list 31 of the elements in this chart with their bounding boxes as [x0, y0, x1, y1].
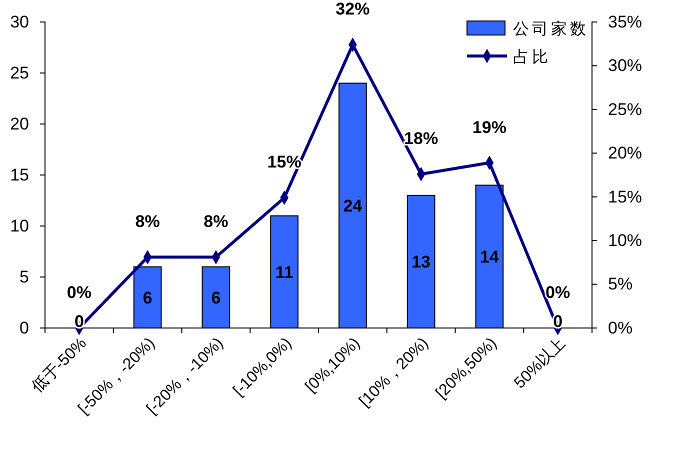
data-label: 32%	[336, 0, 370, 19]
y-tick-label: 30	[10, 12, 29, 32]
data-label: 8%	[135, 212, 160, 232]
legend-label: 公司家数	[513, 20, 589, 38]
data-label: 19%	[472, 118, 506, 137]
y-tick-label: 10	[10, 216, 29, 236]
data-label: 14	[480, 248, 500, 267]
data-label: 8%	[204, 212, 228, 232]
y2-tick-label: 5%	[608, 274, 633, 294]
y2-tick-label: 10%	[608, 231, 642, 250]
y2-tick-label: 25%	[608, 100, 642, 119]
legend-label: 占比	[513, 48, 551, 66]
data-label: 18%	[404, 129, 438, 148]
y-tick-label: 15	[10, 165, 29, 184]
data-label: 0%	[546, 283, 570, 302]
data-label: 0%	[66, 283, 92, 302]
data-label: 6	[142, 288, 152, 308]
x-tick-label: 50%以上	[510, 334, 569, 392]
y2-tick-label: 0%	[608, 318, 633, 338]
data-label: 24	[343, 196, 363, 216]
y-tick-label: 5	[20, 267, 29, 286]
y-tick-label: 0	[20, 318, 29, 338]
y2-tick-label: 20%	[608, 144, 642, 163]
y2-tick-label: 30%	[608, 56, 642, 76]
data-label: 6	[211, 288, 221, 308]
y2-tick-label: 15%	[608, 187, 642, 206]
y-tick-label: 25	[10, 63, 29, 82]
data-label: 11	[275, 262, 294, 282]
data-label: 13	[412, 252, 431, 272]
y-tick-label: 20	[10, 114, 29, 134]
y2-tick-label: 35%	[608, 12, 642, 32]
